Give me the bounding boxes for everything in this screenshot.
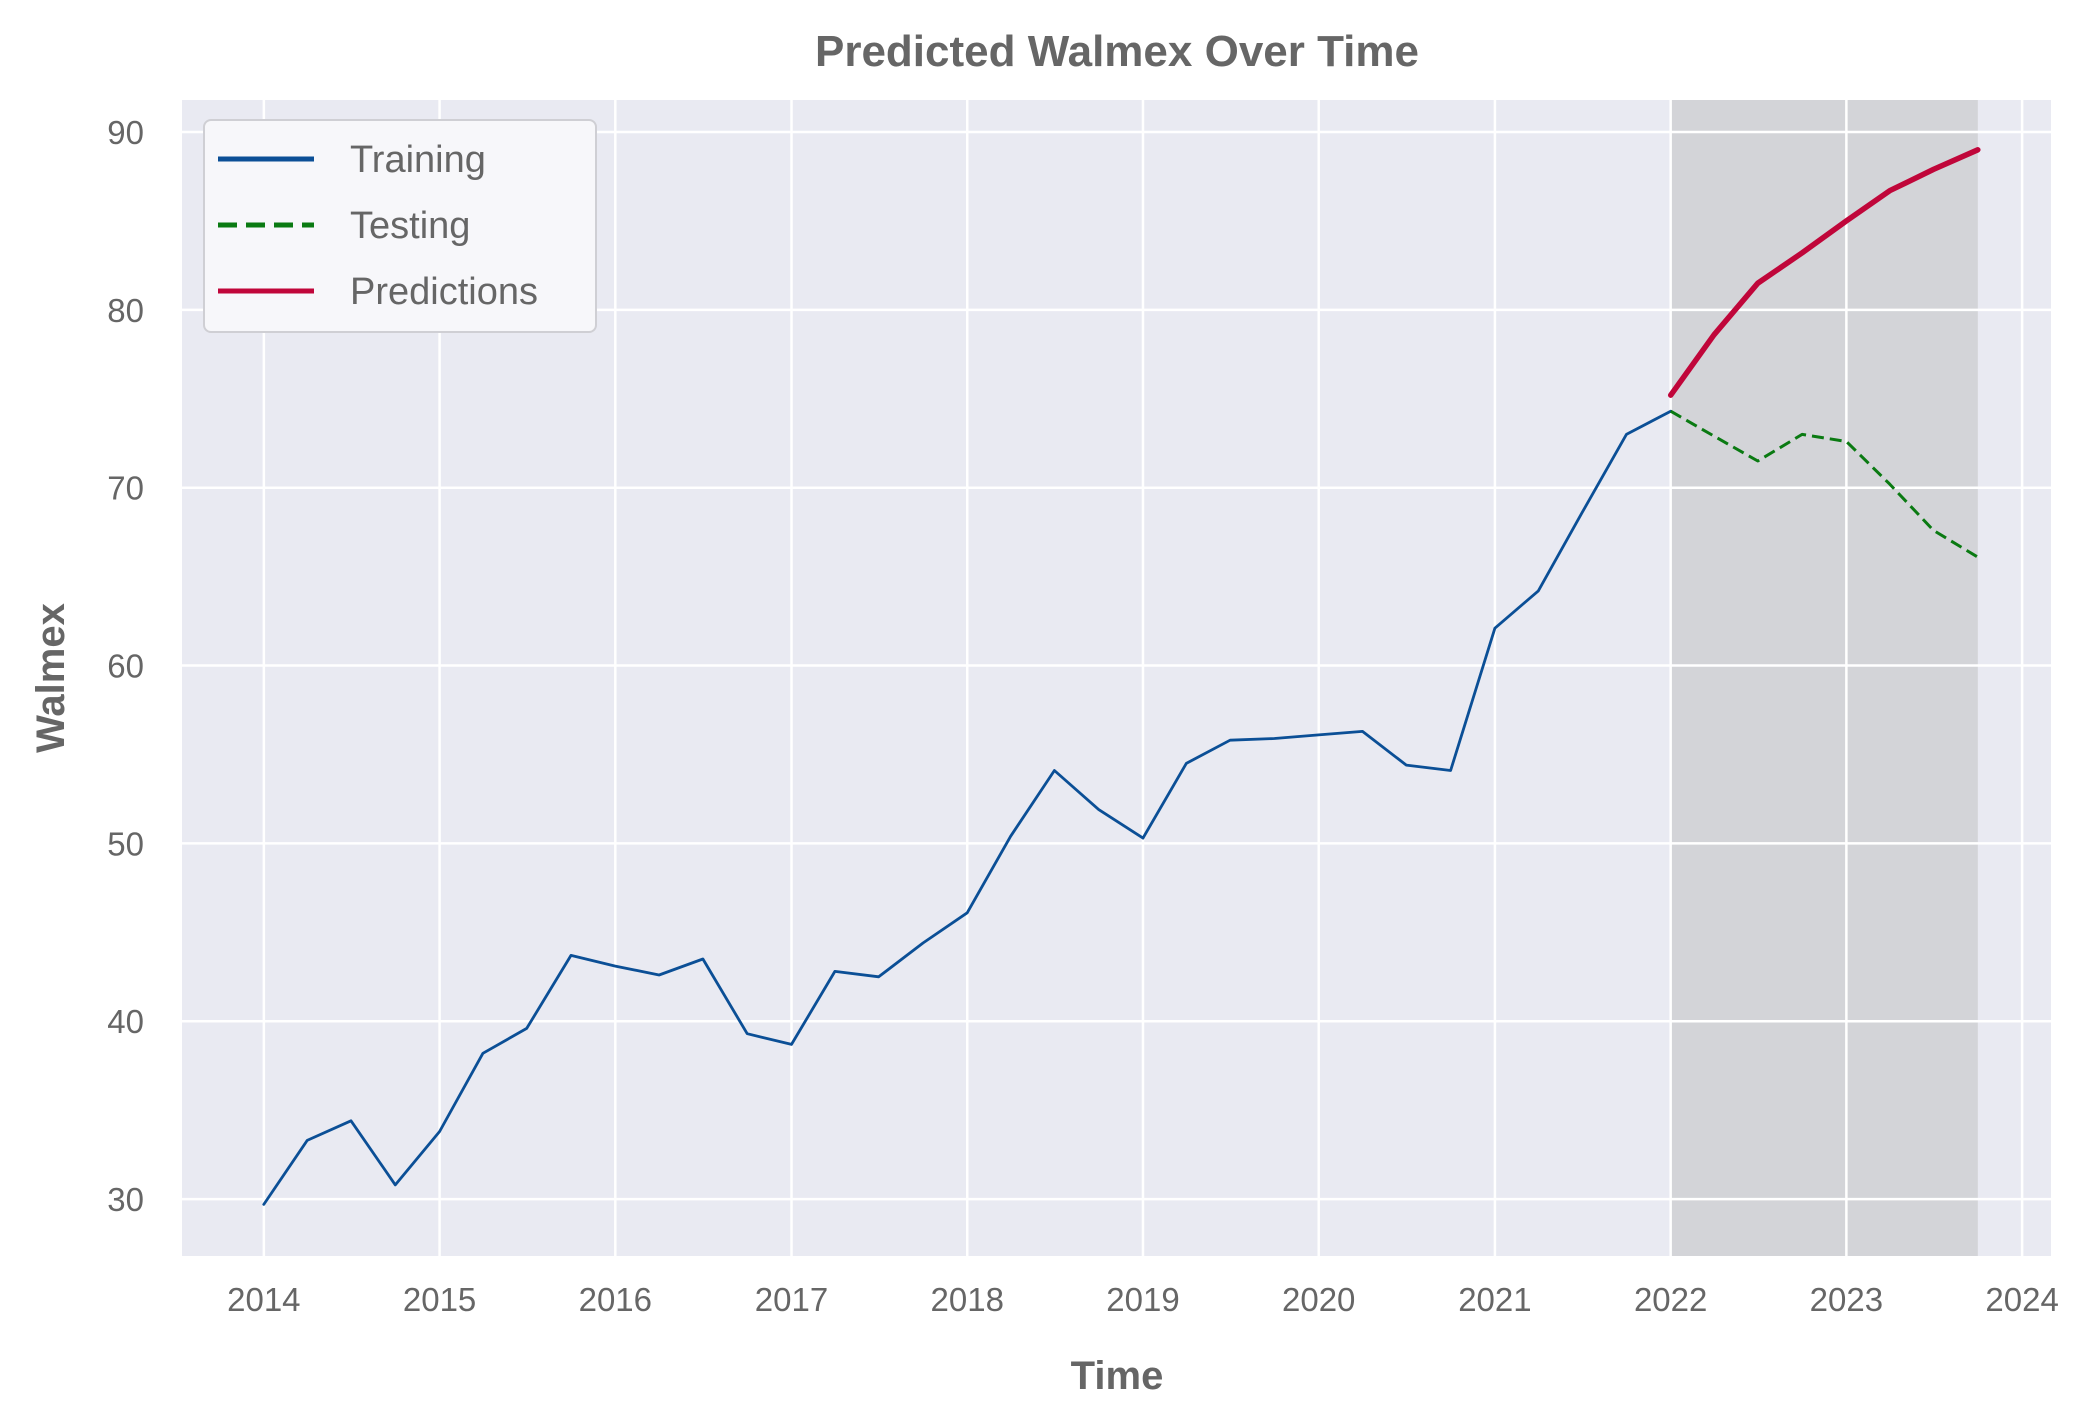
x-tick-label-2024: 2024 <box>1985 1281 2058 1318</box>
y-axis-label: Walmex <box>29 603 73 753</box>
series-line-predictions <box>1667 147 1981 398</box>
forecast-shaded-region <box>1670 100 1978 1256</box>
x-tick-label-2020: 2020 <box>1282 1281 1355 1318</box>
series-line-testing <box>1669 409 1979 559</box>
legend-label-predictions: Predictions <box>350 271 538 313</box>
y-tick-label-70: 70 <box>107 470 144 507</box>
y-tick-label-60: 60 <box>107 648 144 685</box>
y-tick-label-30: 30 <box>107 1181 144 1218</box>
y-tick-label-90: 90 <box>107 114 144 151</box>
x-tick-label-2017: 2017 <box>755 1281 828 1318</box>
chart-title: Predicted Walmex Over Time <box>815 27 1419 76</box>
x-tick-label-2022: 2022 <box>1634 1281 1707 1318</box>
x-tick-label-2016: 2016 <box>579 1281 652 1318</box>
legend-label-training: Training <box>350 139 486 181</box>
x-tick-label-2015: 2015 <box>403 1281 476 1318</box>
y-tick-label-40: 40 <box>107 1003 144 1040</box>
series-line-training <box>262 409 1673 1206</box>
x-axis-ticks: 2014 2015 2016 2017 2018 2019 2020 2021 2022 2023… <box>227 1281 2059 1318</box>
x-tick-label-2021: 2021 <box>1458 1281 1531 1318</box>
y-tick-label-50: 50 <box>107 825 144 862</box>
y-axis-ticks: 30 40 50 60 70 80 90 <box>107 114 144 1218</box>
x-tick-label-2018: 2018 <box>931 1281 1004 1318</box>
x-tick-label-2023: 2023 <box>1810 1281 1883 1318</box>
x-tick-label-2019: 2019 <box>1106 1281 1179 1318</box>
x-axis-label: Time <box>1071 1354 1164 1398</box>
legend-box <box>203 119 597 333</box>
legend-label-testing: Testing <box>350 205 470 247</box>
y-tick-label-80: 80 <box>107 292 144 329</box>
legend: Training Testing Predictions <box>203 119 597 333</box>
series-layer <box>262 147 1981 1206</box>
x-tick-label-2014: 2014 <box>227 1281 300 1318</box>
